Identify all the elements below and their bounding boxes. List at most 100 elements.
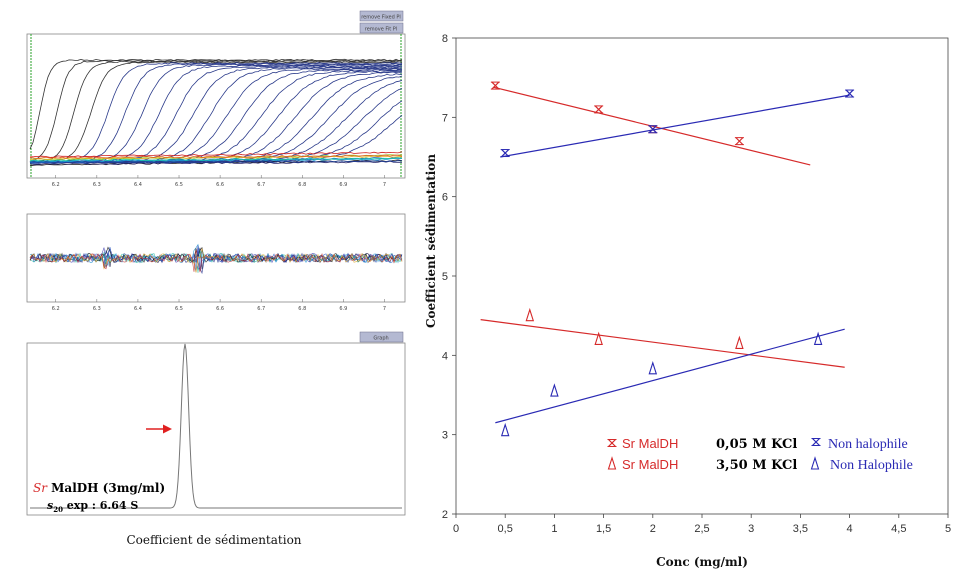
x-tick-label: 6.5 (175, 306, 183, 312)
coefficient-plot-frame (455, 37, 949, 515)
data-point-star (490, 81, 500, 90)
velocity-panel: remove Fixed Pl remove Fit Pl 6.2 6.3 6.4 6… (26, 10, 406, 188)
x-tick-label: 6.2 (52, 306, 60, 312)
x-tick-label: 6.4 (134, 306, 142, 312)
x-tick-label: 3 (748, 523, 754, 535)
baseline-scan (29, 157, 403, 162)
legend-condition-1: 0,05 M KCl (716, 437, 797, 452)
legend-blue-2: Non Halophile (830, 458, 913, 473)
baseline-scan (29, 158, 403, 163)
legend-red-1: Sr MalDH (622, 436, 678, 451)
x-tick-label: 7 (383, 306, 386, 312)
velocity-x-ticks: 6.2 6.3 6.4 6.5 6.6 6.7 6.8 6.9 7 (52, 175, 386, 188)
y-axis-title: Coefficient sédimentation (424, 154, 438, 328)
x-tick-label: 6.6 (216, 182, 224, 188)
x-tick-label: 2,5 (694, 523, 709, 535)
legend-condition-2: 3,50 M KCl (716, 458, 797, 473)
baseline-scan (29, 154, 403, 159)
y-tick-label: 5 (442, 271, 448, 283)
sample-annotation: Sr MalDH (3mg/ml) (33, 481, 165, 495)
data-point-star (845, 89, 855, 98)
y-tick-label: 3 (442, 430, 448, 442)
legend-marker-red-triangle (607, 456, 617, 470)
residual-trace (29, 243, 403, 267)
baseline-scan (29, 151, 403, 158)
x-tick-label: 6.2 (52, 182, 60, 188)
x-tick-label: 0 (453, 523, 459, 535)
data-point-triangle (594, 331, 603, 346)
x-tick-label: 5 (945, 523, 951, 535)
x-tick-label: 2 (650, 523, 656, 535)
velocity-profiles (29, 58, 403, 167)
x-tick-label: 7 (383, 182, 386, 188)
residuals-panel: 6.2 6.3 6.4 6.5 6.6 6.7 6.8 6.9 7 (26, 213, 406, 312)
velocity-profile (30, 61, 403, 163)
remove-fit-label: remove Fit Pl (365, 27, 397, 33)
coefficient-axis-ticks: 0 0,5 1 1,5 2 2,5 3 3,5 4 4,5 5 2 3 4 5 6 7 8 (442, 33, 951, 535)
s20-annotation: s20 exp : 6.64 S (47, 499, 138, 514)
y-tick-label: 4 (442, 350, 448, 362)
x-tick-label: 1 (551, 523, 557, 535)
distribution-peak (30, 343, 402, 509)
x-tick-label: 6.7 (257, 182, 265, 188)
data-point-triangle (735, 335, 744, 349)
x-tick-label: 6.6 (216, 306, 224, 312)
x-tick-label: 6.4 (134, 182, 142, 188)
legend-marker-blue-star (811, 438, 821, 446)
data-point-star (594, 105, 604, 114)
remove-fit-button[interactable] (359, 22, 404, 34)
x-axis-title: Conc (mg/ml) (656, 555, 748, 569)
remove-fixed-label: remove Fixed Pl (361, 15, 401, 21)
x-tick-label: 6.9 (339, 306, 347, 312)
legend-red-2: Sr MalDH (622, 457, 678, 472)
x-tick-label: 6.5 (175, 182, 183, 188)
coefficient-series (480, 81, 855, 437)
x-tick-label: 6.8 (298, 182, 306, 188)
x-tick-label: 6.9 (339, 182, 347, 188)
legend: Sr MalDH 0,05 M KCl Non halophile Sr Mal… (607, 436, 913, 473)
fit-line-2 (480, 319, 845, 368)
x-tick-label: 6.7 (257, 306, 265, 312)
x-tick-label: 6.8 (298, 306, 306, 312)
velocity-profile (29, 62, 403, 163)
data-point-star (500, 149, 510, 158)
x-tick-label: 4 (847, 523, 853, 535)
velocity-profile (29, 62, 403, 163)
data-point-triangle (648, 361, 658, 375)
residual-trace (29, 245, 403, 272)
remove-fixed-button[interactable] (359, 10, 404, 22)
data-point-star (648, 125, 658, 134)
baseline-scan (29, 155, 403, 160)
residual-traces (29, 243, 403, 275)
residual-trace (29, 248, 403, 273)
residual-trace (29, 246, 403, 272)
y-tick-label: 2 (442, 509, 448, 521)
x-tick-label: 3,5 (793, 523, 808, 535)
baseline-scan (30, 160, 403, 164)
y-tick-label: 8 (442, 33, 448, 45)
x-tick-label: 1,5 (596, 523, 611, 535)
data-point-triangle (500, 422, 510, 437)
legend-marker-red-star (607, 439, 617, 447)
x-tick-label: 6.3 (93, 306, 101, 312)
legend-marker-blue-triangle (810, 456, 820, 470)
legend-blue-1: Non halophile (828, 437, 908, 452)
x-tick-label: 6.3 (93, 182, 101, 188)
distribution-x-label: Coefficient de sédimentation (126, 533, 301, 547)
graph-button-label: Graph (373, 336, 388, 342)
x-tick-label: 0,5 (498, 523, 513, 535)
residuals-x-ticks: 6.2 6.3 6.4 6.5 6.6 6.7 6.8 6.9 7 (52, 299, 386, 312)
data-point-triangle (525, 307, 535, 322)
x-tick-label: 4,5 (891, 523, 906, 535)
residual-trace (29, 249, 403, 273)
data-point-triangle (813, 331, 823, 346)
velocity-profile (29, 59, 403, 162)
distribution-plot-frame (26, 342, 406, 516)
data-point-triangle (550, 383, 559, 397)
y-tick-label: 7 (442, 112, 448, 124)
data-point-star (734, 137, 744, 146)
baseline-scan (29, 160, 403, 165)
graph-button[interactable] (359, 331, 404, 343)
peak-arrow (146, 424, 172, 434)
